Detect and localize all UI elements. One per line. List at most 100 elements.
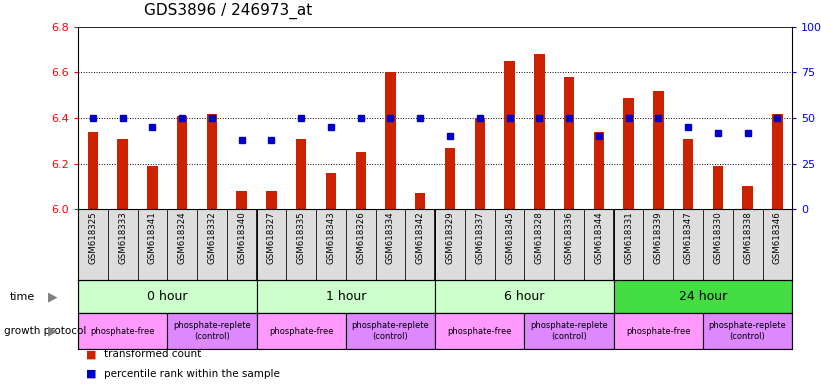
Bar	[177, 116, 187, 209]
Bar	[257, 313, 346, 349]
Text: GSM618324: GSM618324	[177, 212, 186, 264]
Text: phosphate-free: phosphate-free	[626, 327, 690, 336]
Text: GSM618334: GSM618334	[386, 212, 395, 264]
Bar	[167, 313, 257, 349]
Bar	[504, 61, 515, 209]
Text: ▶: ▶	[48, 325, 57, 338]
Text: ■: ■	[86, 369, 97, 379]
Text: GSM618330: GSM618330	[713, 212, 722, 264]
Text: GSM618345: GSM618345	[505, 212, 514, 264]
Bar	[614, 313, 703, 349]
Bar	[435, 313, 525, 349]
Bar	[197, 209, 227, 280]
Text: phosphate-replete
(control): phosphate-replete (control)	[173, 321, 250, 341]
Bar	[78, 313, 167, 349]
Bar	[257, 280, 435, 313]
Text: phosphate-replete
(control): phosphate-replete (control)	[709, 321, 787, 341]
Text: GSM618329: GSM618329	[446, 212, 455, 264]
Bar	[88, 132, 98, 209]
Text: 6 hour: 6 hour	[504, 290, 544, 303]
Text: GSM618343: GSM618343	[327, 212, 336, 264]
Text: GSM618333: GSM618333	[118, 212, 127, 264]
Text: phosphate-free: phosphate-free	[90, 327, 155, 336]
Bar	[733, 209, 763, 280]
Bar	[594, 132, 604, 209]
Bar	[683, 139, 693, 209]
Bar	[703, 313, 792, 349]
Text: phosphate-free: phosphate-free	[269, 327, 333, 336]
Bar	[256, 209, 287, 280]
Bar	[355, 152, 366, 209]
Text: 1 hour: 1 hour	[326, 290, 366, 303]
Bar	[117, 139, 128, 209]
Bar	[78, 209, 108, 280]
Bar	[623, 98, 634, 209]
Text: GSM618325: GSM618325	[89, 212, 98, 264]
Bar	[406, 209, 435, 280]
Bar	[435, 280, 614, 313]
Text: GSM618326: GSM618326	[356, 212, 365, 264]
Bar	[326, 173, 336, 209]
Text: phosphate-replete
(control): phosphate-replete (control)	[351, 321, 429, 341]
Bar	[584, 209, 614, 280]
Text: transformed count: transformed count	[104, 349, 201, 359]
Bar	[227, 209, 257, 280]
Bar	[564, 77, 574, 209]
Bar	[346, 313, 435, 349]
Bar	[385, 73, 396, 209]
Bar	[644, 209, 673, 280]
Bar	[763, 209, 792, 280]
Text: GDS3896 / 246973_at: GDS3896 / 246973_at	[144, 3, 312, 19]
Bar	[445, 148, 455, 209]
Bar	[554, 209, 584, 280]
Bar	[316, 209, 346, 280]
Bar	[435, 209, 465, 280]
Bar	[266, 191, 277, 209]
Text: GSM618341: GSM618341	[148, 212, 157, 264]
Text: GSM618338: GSM618338	[743, 212, 752, 264]
Bar	[773, 114, 782, 209]
Bar	[465, 209, 494, 280]
Bar	[296, 139, 306, 209]
Text: 24 hour: 24 hour	[679, 290, 727, 303]
Bar	[415, 193, 425, 209]
Bar	[614, 209, 644, 280]
Bar	[346, 209, 376, 280]
Text: GSM618327: GSM618327	[267, 212, 276, 264]
Bar	[376, 209, 406, 280]
Text: GSM618328: GSM618328	[534, 212, 544, 264]
Text: time: time	[10, 291, 35, 302]
Text: GSM618340: GSM618340	[237, 212, 246, 264]
Text: GSM618335: GSM618335	[296, 212, 305, 264]
Bar	[673, 209, 703, 280]
Bar	[713, 166, 723, 209]
Text: phosphate-replete
(control): phosphate-replete (control)	[530, 321, 608, 341]
Text: GSM618344: GSM618344	[594, 212, 603, 264]
Bar	[654, 91, 663, 209]
Text: ■: ■	[86, 349, 97, 359]
Text: GSM618336: GSM618336	[565, 212, 574, 264]
Bar	[703, 209, 733, 280]
Bar	[78, 280, 257, 313]
Bar	[475, 118, 485, 209]
Text: GSM618346: GSM618346	[773, 212, 782, 264]
Text: GSM618342: GSM618342	[415, 212, 424, 264]
Bar	[147, 166, 158, 209]
Bar	[207, 114, 217, 209]
Text: 0 hour: 0 hour	[147, 290, 187, 303]
Bar	[167, 209, 197, 280]
Text: GSM618331: GSM618331	[624, 212, 633, 264]
Text: growth protocol: growth protocol	[4, 326, 86, 336]
Bar	[525, 313, 614, 349]
Bar	[494, 209, 525, 280]
Bar	[525, 209, 554, 280]
Bar	[614, 280, 792, 313]
Text: ▶: ▶	[48, 290, 57, 303]
Bar	[287, 209, 316, 280]
Bar	[108, 209, 138, 280]
Bar	[236, 191, 247, 209]
Bar	[138, 209, 167, 280]
Bar	[534, 54, 544, 209]
Bar	[742, 187, 753, 209]
Text: GSM618339: GSM618339	[654, 212, 663, 264]
